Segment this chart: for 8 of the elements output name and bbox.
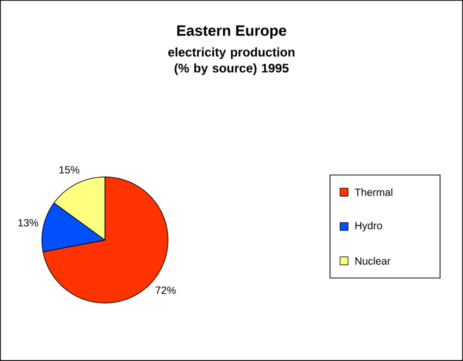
data-label: 15% [60,166,80,174]
legend-label: Thermal [354,188,392,196]
data-label: 13% [18,219,38,227]
chart-title: Eastern Europe [177,25,286,39]
chart-subtitle: electricity production (% by source) 1995 [168,47,294,76]
data-label: 72% [156,286,176,294]
legend-label: Nuclear [355,257,390,265]
legend-label: Hydro [355,222,382,232]
